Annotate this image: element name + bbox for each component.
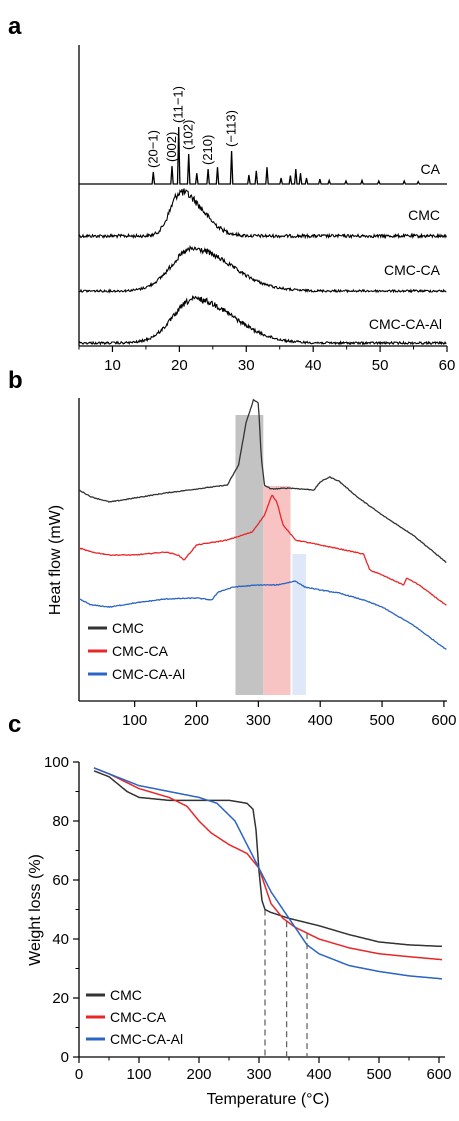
panel-b-xtick-label-200: 200 <box>184 712 209 729</box>
panel-b-letter: b <box>8 367 23 394</box>
panel-b-series-cmc-ca-al <box>78 580 447 650</box>
panel-b-xtick-label-400: 400 <box>308 712 333 729</box>
panel-a-peak-label-20-1: (20−1) <box>145 130 160 168</box>
panel-c-series-cmc-ca <box>93 767 442 961</box>
panel-a-series-label-cmc: CMC <box>408 207 440 223</box>
panel-c-ytick-label-40: 40 <box>52 931 69 948</box>
panel-c-xtick-label-600: 600 <box>426 1066 451 1083</box>
panel-b-xtick-label-300: 300 <box>246 712 271 729</box>
panel-b-plot: 100 200 300 400 500 600 CMC CMC-CA CMC-CA-Al <box>78 398 456 729</box>
panel-c-legend-label-cmc: CMC <box>110 987 142 1003</box>
panel-a-series-label-cmc-ca: CMC-CA <box>384 262 441 278</box>
panel-c-ytick-label-0: 0 <box>61 1049 69 1066</box>
panel-c-series-cmc <box>93 770 443 948</box>
panel-c-legend-label-cmc-ca: CMC-CA <box>110 1009 167 1025</box>
panel-a-xtick-label-60: 60 <box>439 357 456 374</box>
panel-a-xtick-label-50: 50 <box>372 357 389 374</box>
panel-a-plot: 10 20 30 40 50 60 CA CMC CMC-CA CMC-CA-Al (20−1) (0… <box>78 45 456 374</box>
panel-b-legend-label-cmc: CMC <box>112 620 144 636</box>
panel-a-xrd: a 10 20 30 40 50 60 CA CMC CMC-CA CMC-CA-Al (20−1)… <box>8 13 455 374</box>
panel-a-xtick-label-10: 10 <box>104 357 121 374</box>
panel-c-letter: c <box>8 711 21 738</box>
panel-a-series-cmc-ca <box>78 245 447 294</box>
panel-a-xtick-label-20: 20 <box>171 357 188 374</box>
panel-b-band-gray <box>235 415 264 695</box>
panel-c-ytick-label-20: 20 <box>52 990 69 1007</box>
panel-a-series-label-ca: CA <box>421 161 441 177</box>
panel-a-peak-label-113: (−113) <box>224 110 239 147</box>
panel-c-xtick-label-400: 400 <box>306 1066 331 1083</box>
panel-a-peak-label-11-1: (11−1) <box>171 86 186 123</box>
panel-b-series-cmc-ca <box>78 494 447 606</box>
panel-b-xtick-label-500: 500 <box>370 712 395 729</box>
panel-c-plot: 0 100 200 300 400 500 600 0 20 40 60 80 100 CMC CMC-CA… <box>44 754 452 1083</box>
panel-c-ytick-label-100: 100 <box>44 754 69 771</box>
panel-a-letter: a <box>8 13 22 40</box>
panel-a-series-cmc-ca-al <box>78 295 447 346</box>
panel-c-ylabel: Weight loss (%) <box>27 854 44 966</box>
panel-b-dsc: b Heat flow (mW) 100 200 300 400 500 600 CMC CM… <box>8 367 456 729</box>
panel-b-series-cmc <box>78 398 447 563</box>
panel-a-peak-label-102: (102) <box>181 120 196 150</box>
panel-c-series-cmc-ca-al <box>93 767 442 980</box>
panel-a-xtick-label-30: 30 <box>238 357 255 374</box>
panel-c-tga: c Weight loss (%) Temperature (°C) 0 100 2… <box>8 711 452 1108</box>
panel-a-series-cmc <box>78 188 447 240</box>
panel-c-ytick-label-60: 60 <box>52 872 69 889</box>
panel-c-xtick-label-300: 300 <box>246 1066 271 1083</box>
panel-c-xtick-label-200: 200 <box>186 1066 211 1083</box>
panel-c-xtick-label-0: 0 <box>75 1066 83 1083</box>
panel-a-peak-label-210: (210) <box>200 135 215 165</box>
panel-c-xtick-label-100: 100 <box>126 1066 151 1083</box>
panel-c-xtick-label-500: 500 <box>366 1066 391 1083</box>
panel-b-xtick-label-600: 600 <box>431 712 456 729</box>
panel-a-series-ca <box>79 126 447 185</box>
panel-b-xtick-label-100: 100 <box>122 712 147 729</box>
panel-c-xlabel: Temperature (°C) <box>207 1091 330 1108</box>
panel-c-legend-label-cmc-ca-al: CMC-CA-Al <box>110 1031 183 1047</box>
panel-b-ylabel: Heat flow (mW) <box>47 505 64 615</box>
panel-b-legend-label-cmc-ca: CMC-CA <box>112 643 169 659</box>
panel-b-band-red <box>263 486 291 695</box>
panel-a-xtick-label-40: 40 <box>305 357 322 374</box>
panel-b-band-blue <box>292 554 306 695</box>
panel-a-peak-label-002: (002) <box>164 132 179 162</box>
panel-a-series-label-cmc-ca-al: CMC-CA-Al <box>369 316 442 332</box>
panel-b-legend-label-cmc-ca-al: CMC-CA-Al <box>112 666 185 682</box>
panel-c-ytick-label-80: 80 <box>52 813 69 830</box>
